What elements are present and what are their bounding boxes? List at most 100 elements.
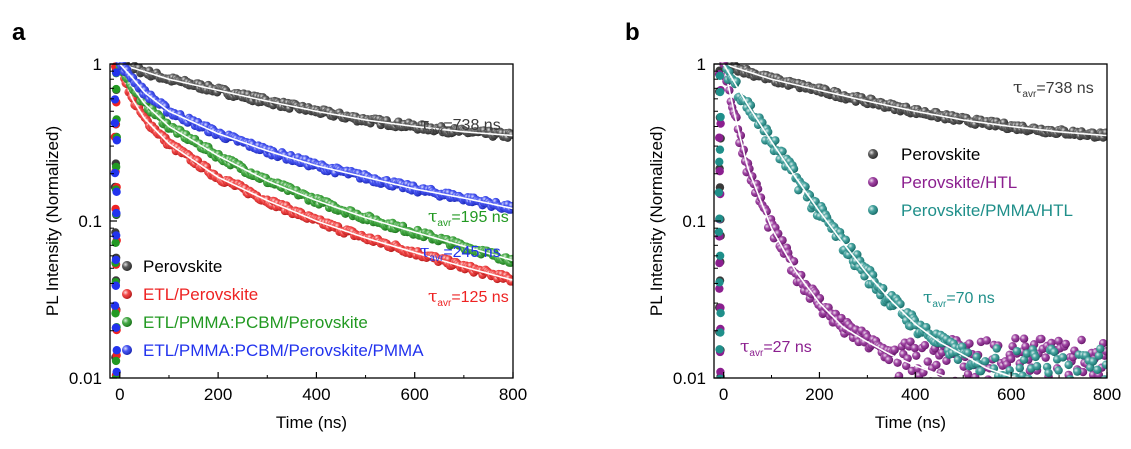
tau-label: τavr=125 ns: [428, 287, 509, 309]
data-area: [714, 62, 1107, 393]
x-axis-label: Time (ns): [276, 413, 347, 432]
data-point: [1076, 385, 1084, 393]
data-point-shade: [1006, 354, 1016, 364]
panel-label: a: [12, 19, 26, 46]
legend-label: Perovskite: [901, 145, 980, 164]
data-point-shade: [1040, 383, 1048, 391]
data-point-shade: [1050, 347, 1059, 357]
data-point-shade: [1039, 382, 1047, 390]
data-point-shade: [1082, 383, 1090, 391]
data-point: [715, 345, 724, 354]
data-point: [985, 379, 993, 387]
data-point: [987, 385, 995, 393]
data-point: [112, 367, 121, 377]
x-tick-label: 0: [719, 385, 728, 404]
data-point-shade: [910, 343, 920, 353]
panel-a: a 0 200 400 600 800 Time (ns) 0.01 0.1 1 PL Intens…: [12, 19, 527, 432]
tau-annotations: τavr=738 ns τavr=245 ns τavr=195 ns τavr=12…: [420, 115, 509, 309]
tau-annotations: τavr=738 ns τavr=70 ns τavr=27 ns: [740, 78, 1094, 359]
legend-label: Perovskite/PMMA/HTL: [901, 201, 1073, 220]
data-point-shade: [1058, 353, 1068, 362]
data-point-shade: [1096, 344, 1105, 354]
data-point-shade: [976, 366, 986, 376]
data-point: [1057, 380, 1065, 388]
data-point-shade: [853, 250, 862, 259]
y-tick-label: 1: [697, 55, 706, 74]
data-point-shade: [963, 348, 973, 357]
y-tick-label: 0.1: [78, 212, 102, 231]
legend: Perovskite ETL/Perovskite ETL/PMMA:PCBM/Pe…: [122, 257, 424, 360]
data-area: [110, 62, 513, 378]
data-point-shade: [1024, 374, 1033, 378]
data-point-shade: [893, 358, 902, 367]
x-axis: 0 200 400 600 800 Time (ns): [719, 372, 1121, 432]
data-point-shade: [1100, 375, 1107, 378]
legend-label: ETL/PMMA:PCBM/Perovskite: [143, 313, 368, 332]
tau-label: τavr=195 ns: [428, 207, 509, 229]
y-axis: 0.01 0.1 1 PL Intensity (Normalized): [647, 55, 721, 388]
data-point-shade: [896, 299, 905, 309]
data-point-shade: [1012, 346, 1022, 356]
data-point-shade: [1101, 360, 1107, 369]
data-point: [110, 301, 120, 310]
data-point-shade: [985, 379, 993, 387]
tau-label: τavr=738 ns: [1013, 78, 1094, 100]
data-point-shade: [1011, 334, 1020, 343]
data-point-shade: [815, 294, 825, 303]
data-point-shade: [805, 190, 815, 200]
x-tick-label: 600: [997, 385, 1025, 404]
x-axis-label: Time (ns): [875, 413, 946, 432]
data-point: [111, 281, 121, 290]
y-tick-label: 0.01: [673, 369, 706, 388]
data-point: [716, 374, 725, 378]
fit-curve: [119, 63, 513, 137]
data-point-shade: [1063, 384, 1071, 392]
data-point: [1039, 382, 1047, 390]
data-point: [958, 382, 966, 390]
tau-label: τavr=245 ns: [420, 242, 501, 264]
data-point: [111, 231, 121, 240]
data-point-shade: [912, 351, 921, 360]
data-point: [111, 309, 120, 318]
data-point-shade: [1041, 353, 1050, 362]
data-point: [111, 356, 121, 366]
legend-marker-shade: [122, 289, 132, 299]
y-axis-label: PL Intensity (Normalized): [647, 126, 666, 316]
data-point: [945, 382, 953, 390]
x-tick-label: 800: [1093, 385, 1121, 404]
data-point-shade: [1070, 378, 1078, 386]
data-point-shade: [894, 371, 904, 378]
data-point-shade: [1047, 338, 1056, 348]
data-point: [715, 251, 725, 261]
data-point-shade: [984, 375, 993, 378]
data-point-shade: [920, 341, 930, 350]
data-point: [715, 157, 724, 167]
data-point: [716, 119, 725, 128]
data-point-shade: [982, 336, 991, 345]
y-tick-label: 1: [93, 55, 102, 74]
data-point-shade: [1094, 351, 1104, 360]
x-tick-label: 800: [499, 385, 527, 404]
data-point: [1082, 383, 1090, 391]
series-perovskite: [110, 62, 513, 362]
data-point-shade: [953, 355, 963, 364]
data-point-shade: [1073, 367, 1082, 376]
data-point-shade: [1031, 352, 1040, 362]
data-point: [1059, 381, 1067, 389]
data-point: [111, 255, 121, 265]
data-point: [716, 328, 725, 337]
data-point-shade: [771, 136, 780, 145]
x-tick-label: 600: [401, 385, 429, 404]
series-perovskite-pmma-htl: [714, 63, 1107, 393]
fit-curve: [722, 63, 954, 378]
y-axis: 0.01 0.1 1 PL Intensity (Normalized): [43, 55, 117, 388]
series-etl-pmma-pcbm-perovskite-pmma: [110, 62, 513, 377]
data-point-shade: [1076, 381, 1084, 389]
y-axis-label: PL Intensity (Normalized): [43, 126, 62, 316]
data-point-shade: [945, 382, 953, 390]
data-point-shade: [1059, 381, 1067, 389]
data-point-shade: [1019, 355, 1029, 364]
data-point-shade: [1061, 339, 1070, 349]
data-point: [112, 68, 121, 77]
